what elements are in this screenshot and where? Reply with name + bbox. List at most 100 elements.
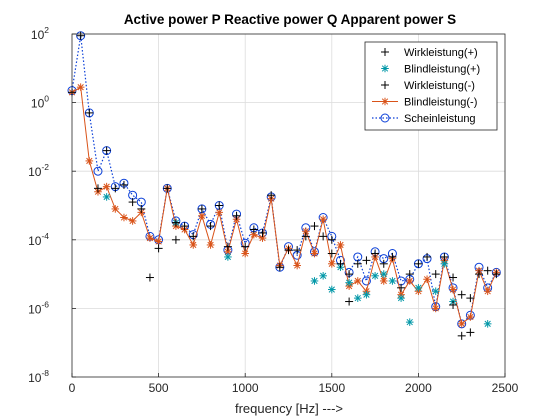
data-point: [102, 182, 111, 191]
data-point: [189, 232, 198, 241]
data-point: [492, 270, 501, 279]
data-point: [163, 184, 172, 193]
data-point: [111, 184, 120, 193]
legend-box: [364, 41, 498, 131]
data-point: [249, 225, 258, 234]
legend-marker: [381, 97, 389, 106]
data-point: [353, 277, 362, 285]
y-tick-exponent: -8: [41, 368, 49, 378]
star-d2: [354, 294, 361, 302]
data-point: [405, 277, 414, 285]
star-d2: [86, 157, 93, 165]
star-d2: [250, 231, 258, 238]
star-d2: [259, 234, 266, 242]
data-point: [85, 157, 94, 165]
star-d2: [449, 286, 457, 293]
data-point: [475, 270, 484, 279]
legend-entry: Scheinleistung: [372, 113, 476, 125]
data-point: [466, 294, 475, 303]
data-point: [310, 222, 319, 231]
data-point: [388, 252, 397, 261]
data-point: [457, 290, 466, 299]
data-point: [275, 263, 284, 272]
data-point: [449, 300, 458, 309]
star-d2: [146, 234, 154, 242]
star-d2: [406, 277, 413, 285]
data-point: [440, 252, 449, 261]
data-point: [197, 204, 206, 213]
legend-label: Blindleistung(-): [404, 97, 477, 109]
x-tick-label: 500: [149, 381, 169, 395]
legend-label: Wirkleistung(-): [404, 80, 475, 92]
data-point: [362, 256, 371, 265]
star-d2: [319, 272, 327, 279]
star-d2: [311, 250, 318, 257]
data-point: [267, 191, 276, 200]
star-d2: [224, 248, 232, 255]
data-point: [371, 272, 379, 280]
data-point: [466, 313, 475, 321]
data-point: [319, 272, 327, 280]
data-point: [171, 218, 180, 227]
star-d2: [432, 305, 439, 312]
y-tick-base: 10: [31, 28, 45, 42]
data-point: [449, 285, 457, 294]
data-point: [353, 294, 362, 302]
star-d2: [328, 260, 335, 267]
data-point: [379, 270, 388, 278]
star-d2: [406, 318, 413, 326]
star-d2: [363, 291, 370, 298]
legend-marker: [381, 81, 389, 89]
data-point: [414, 284, 423, 292]
data-point: [431, 270, 440, 279]
star-d2: [380, 270, 387, 278]
star-d2: [441, 260, 448, 267]
star-d2: [207, 241, 214, 249]
data-point: [206, 241, 215, 249]
data-point: [483, 287, 492, 296]
legend-marker: [380, 113, 390, 123]
y-tick-base: 10: [28, 165, 42, 179]
y-tick-base: 10: [28, 234, 42, 248]
data-point: [371, 249, 380, 258]
data-point: [457, 331, 466, 340]
data-point: [154, 237, 163, 246]
plot-frame: [71, 33, 506, 378]
series-layer: [67, 31, 501, 340]
data-point: [336, 259, 345, 268]
data-point: [345, 297, 354, 306]
data-point: [154, 244, 163, 253]
data-point: [128, 217, 137, 225]
star-d2: [458, 320, 465, 327]
y-tick-label: 10-6: [28, 299, 49, 316]
star-d2: [381, 98, 389, 105]
data-point: [189, 241, 198, 249]
star-d2: [337, 241, 344, 249]
data-point: [483, 266, 492, 275]
data-point: [223, 242, 232, 251]
data-point: [102, 193, 111, 201]
data-point: [379, 259, 388, 268]
data-point: [423, 275, 431, 284]
data-point: [302, 227, 310, 236]
star-d2: [103, 193, 110, 201]
data-point: [449, 273, 458, 282]
data-point: [146, 234, 154, 242]
data-point: [405, 318, 414, 326]
star-d2: [389, 277, 396, 285]
y-tick-exponent: -4: [41, 231, 49, 241]
y-tick-base: 10: [31, 97, 45, 111]
ticks: [71, 33, 506, 378]
data-point: [206, 222, 215, 231]
legend-entry: Blindleistung(+): [381, 64, 480, 76]
data-point: [328, 260, 336, 268]
data-point: [345, 278, 353, 287]
y-tick-exponent: -2: [41, 162, 49, 172]
star-d2: [216, 209, 223, 216]
data-point: [137, 204, 146, 213]
data-point: [93, 184, 102, 193]
data-point: [171, 235, 180, 244]
legend-entry: Wirkleistung(+): [381, 47, 478, 59]
y-tick-label: 10-2: [28, 162, 49, 179]
circle-marker: [361, 276, 371, 286]
